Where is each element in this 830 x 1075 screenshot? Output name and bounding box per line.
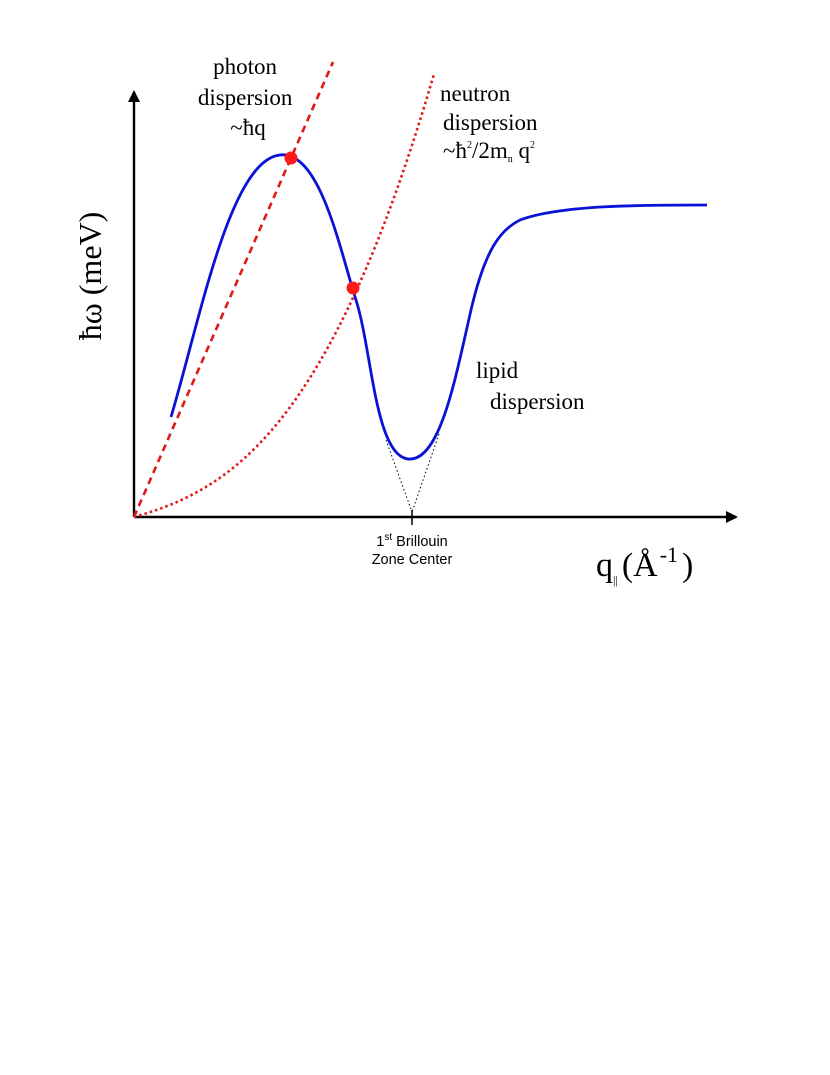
zone-center-label-line2: Zone Center	[372, 552, 453, 568]
neutron-dispersion-curve	[133, 73, 436, 519]
lipid-label: lipid dispersion	[476, 358, 585, 414]
photon-intersection-point	[284, 151, 298, 165]
extrapolation-line-left	[385, 439, 413, 513]
neutron-label-line1: neutron	[440, 81, 511, 106]
lipid-dispersion-curve	[169, 153, 708, 461]
neutron-label-line2: dispersion	[443, 110, 538, 135]
y-axis-label: ħω (meV)	[72, 212, 108, 341]
zone-center-label-line1: 1st Brillouin	[376, 532, 447, 550]
neutron-intersection-point	[346, 281, 360, 295]
x-axis-label: q|| (Å-1)	[596, 542, 693, 587]
neutron-label-formula: ~ħ2/2mn q2	[443, 138, 535, 165]
extrapolation-line-right	[411, 433, 440, 513]
photon-dispersion-line	[132, 61, 335, 518]
photon-label: photon dispersion ~ħq	[198, 54, 298, 140]
